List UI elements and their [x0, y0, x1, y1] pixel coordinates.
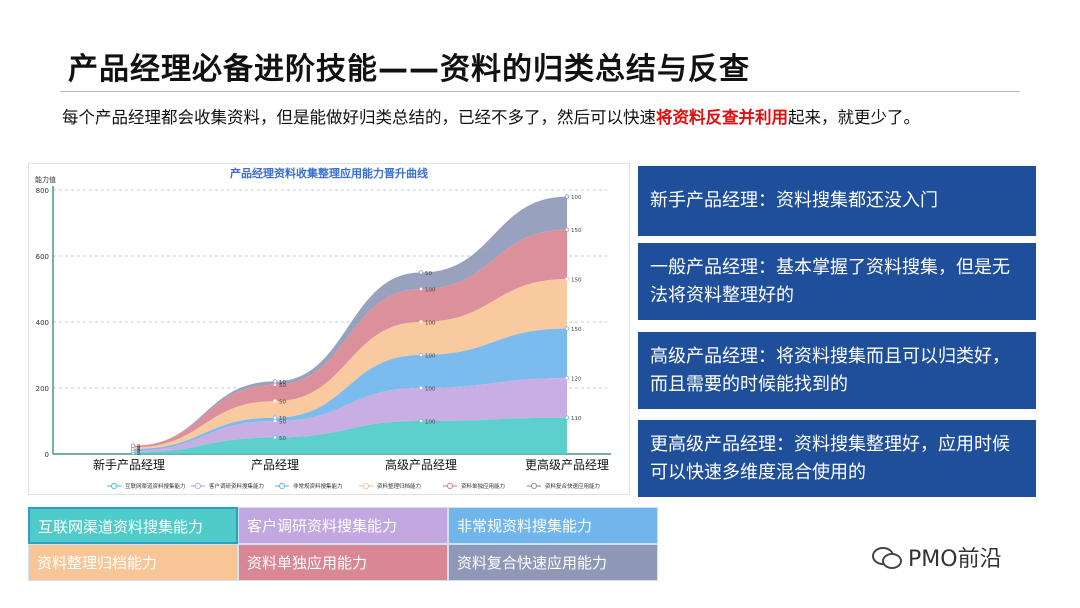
legend-cell-internet: 互联网渠道资料搜集能力 — [28, 507, 238, 544]
x-tick-label-2: 高级产品经理 — [385, 457, 457, 472]
panel-senior-text: 高级产品经理：将资料搜集而且可以归类好，而且需要的时候能找到的 — [650, 345, 1010, 395]
data-label-s0-c3: 110 — [571, 416, 582, 422]
data-label-s5-c2: 50 — [425, 271, 432, 277]
legend-marker-3 — [362, 482, 370, 490]
data-label-s4-c1: 50 — [279, 383, 286, 389]
point-s4-c2 — [418, 286, 424, 292]
legend-label-5: 资料复合快速应用能力 — [545, 482, 600, 490]
page-subtitle: 每个产品经理都会收集资料，但是能做好归类总结的，已经不多了，然后可以快速将资料反… — [62, 104, 920, 128]
subtitle-text-start: 每个产品经理都会收集资料，但是能做好归类总结的，已经不多了，然后可以快速 — [62, 108, 656, 127]
point-s3-c2 — [418, 319, 424, 325]
data-label-s5-c0: 0 — [137, 444, 141, 450]
panel-general-text: 一般产品经理：基本掌握了资料搜集，但是无法将资料整理好的 — [650, 256, 1010, 306]
point-s5-c3 — [564, 194, 570, 199]
x-tick-label-1: 产品经理 — [251, 458, 299, 472]
title-divider — [60, 91, 1020, 92]
panel-expert-pm: 更高级产品经理：资料搜集整理好，应用时候可以快速多维度混合使用的 — [638, 420, 1036, 497]
point-s3-c1 — [272, 398, 278, 404]
point-s5-c1 — [272, 379, 278, 384]
y-tick-label-4: 800 — [36, 187, 49, 195]
legend-marker-1 — [194, 482, 202, 490]
legend-cell-composite-use: 资料复合快速应用能力 — [448, 544, 658, 581]
data-label-s3-c0: 5 — [137, 446, 141, 452]
legend-cell-customer-research: 客户调研资料搜集能力 — [238, 507, 448, 544]
data-label-s3-c2: 100 — [425, 321, 436, 327]
data-label-s1-c3: 120 — [571, 377, 582, 383]
legend-marker-4 — [446, 482, 454, 490]
area-series-5 — [133, 196, 567, 446]
data-label-s3-c1: 50 — [279, 400, 286, 406]
data-label-s2-c3: 150 — [571, 327, 582, 333]
legend-label-3: 资料整理归档能力 — [377, 482, 421, 490]
data-label-s0-c0: 5 — [137, 451, 141, 457]
legend-label-1: 客户调研资料搜集能力 — [209, 482, 264, 490]
panel-novice-pm: 新手产品经理：资料搜集都还没入门 — [638, 166, 1036, 236]
point-s0-c2 — [418, 418, 424, 424]
point-s5-c0 — [130, 443, 136, 448]
legend-marker-5 — [530, 482, 538, 490]
data-label-s4-c0: 5 — [137, 444, 141, 450]
chart-title: 产品经理资料收集整理应用能力晋升曲线 — [230, 166, 428, 180]
ability-legend-grid: 互联网渠道资料搜集能力 客户调研资料搜集能力 非常规资料搜集能力 资料整理归档能… — [28, 507, 658, 581]
point-s1-c3 — [564, 375, 570, 381]
legend-cell-single-use: 资料单独应用能力 — [238, 544, 448, 581]
point-s2-c3 — [564, 326, 570, 331]
data-label-s0-c1: 50 — [279, 436, 286, 442]
stacked-area-chart: 产品经理资料收集整理应用能力晋升曲线能力值0200400600800550100… — [35, 166, 611, 490]
data-label-s4-c2: 100 — [425, 288, 436, 294]
page-title: 产品经理必备进阶技能——资料的归类总结与反查 — [68, 52, 750, 87]
point-s3-c3 — [564, 276, 570, 282]
area-series-0 — [133, 417, 567, 454]
panel-novice-text: 新手产品经理：资料搜集都还没入门 — [650, 190, 938, 211]
point-s0-c1 — [272, 435, 278, 440]
legend-marker-0 — [110, 482, 118, 490]
wechat-icon — [872, 545, 902, 569]
area-series-4 — [133, 229, 567, 448]
point-s0-c3 — [564, 415, 570, 420]
data-label-s5-c3: 100 — [571, 195, 582, 201]
subtitle-text-end: 起来，就更少了。 — [788, 108, 920, 127]
x-tick-label-3: 更高级产品经理 — [525, 457, 609, 472]
data-label-s3-c3: 150 — [571, 278, 582, 284]
data-label-s5-c1: 10 — [279, 380, 286, 386]
area-series-2 — [133, 328, 567, 451]
x-tick-label-0: 新手产品经理 — [93, 457, 165, 472]
point-s2-c2 — [418, 352, 424, 358]
y-tick-label-3: 600 — [36, 253, 49, 261]
legend-marker-2 — [278, 482, 286, 490]
legend-cell-unconventional: 非常规资料搜集能力 — [448, 507, 658, 544]
panel-general-pm: 一般产品经理：基本掌握了资料搜集，但是无法将资料整理好的 — [638, 243, 1036, 320]
data-label-s1-c0: 5 — [137, 449, 141, 455]
point-s5-c2 — [418, 270, 424, 275]
legend-label-0: 互联网渠道资料搜集能力 — [125, 482, 186, 490]
legend-label-4: 资料单独应用能力 — [461, 482, 505, 490]
area-series-3 — [133, 279, 567, 450]
y-axis-label: 能力值 — [35, 175, 56, 184]
area-series-1 — [133, 378, 567, 453]
y-tick-label-1: 200 — [36, 385, 49, 393]
data-label-s1-c1: 50 — [279, 420, 286, 426]
data-label-s2-c1: 10 — [279, 416, 286, 422]
point-s1-c2 — [418, 385, 424, 391]
point-s4-c3 — [564, 227, 570, 232]
legend-cell-archiving: 资料整理归档能力 — [28, 544, 238, 581]
data-label-s4-c3: 150 — [571, 228, 582, 234]
brand-name: PMO前沿 — [908, 547, 1002, 572]
legend-label-2: 非常规资料搜集能力 — [293, 482, 343, 490]
y-tick-label-2: 400 — [36, 319, 49, 327]
panel-senior-pm: 高级产品经理：将资料搜集而且可以归类好，而且需要的时候能找到的 — [638, 332, 1036, 409]
data-label-s2-c0: 5 — [137, 448, 141, 454]
data-label-s1-c2: 100 — [425, 387, 436, 393]
chart-container: 产品经理资料收集整理应用能力晋升曲线 能力值 0 200 400 600 800 5 50 100… — [28, 163, 630, 495]
subtitle-highlight: 将资料反查并利用 — [656, 108, 788, 127]
y-tick-label-0: 0 — [45, 451, 49, 459]
brand-watermark: PMO前沿 — [872, 541, 1002, 573]
data-label-s2-c2: 100 — [425, 354, 436, 360]
data-label-s0-c2: 100 — [425, 420, 436, 426]
point-s2-c1 — [272, 415, 278, 420]
panel-expert-text: 更高级产品经理：资料搜集整理好，应用时候可以快速多维度混合使用的 — [650, 433, 1010, 483]
